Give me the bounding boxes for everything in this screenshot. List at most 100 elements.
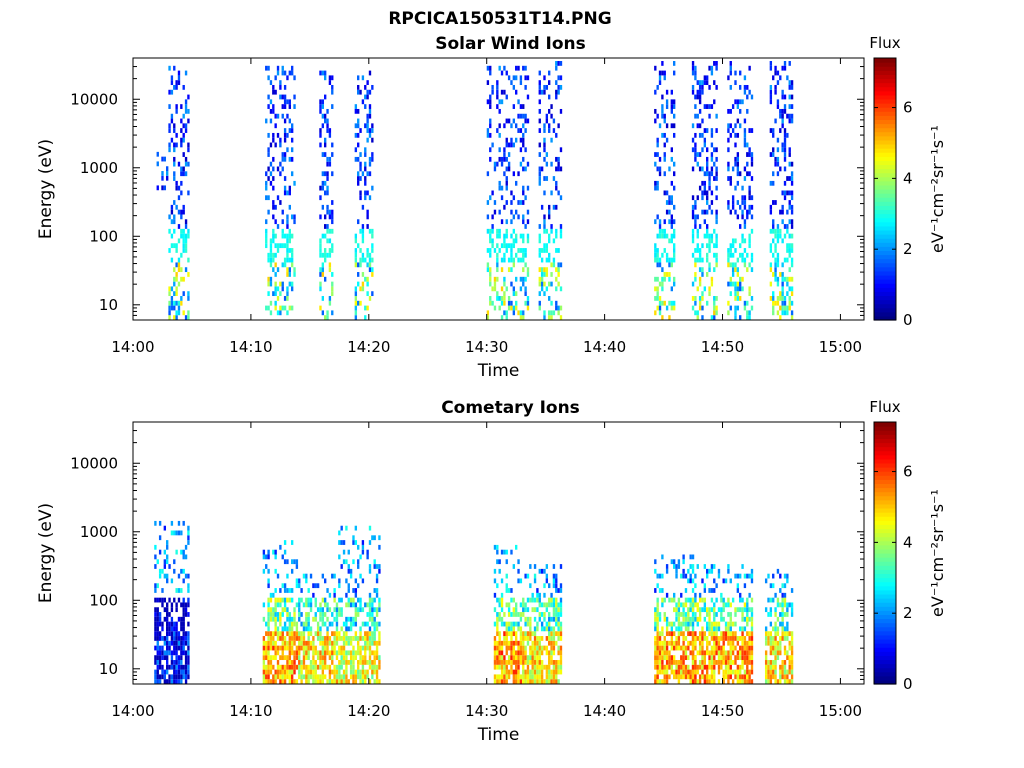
heatmap-cell [696, 564, 699, 569]
heatmap-cell [184, 669, 188, 675]
heatmap-cell [298, 578, 301, 584]
heatmap-cell [517, 640, 520, 646]
heatmap-cell [788, 84, 791, 90]
heatmap-cell [694, 296, 697, 301]
heatmap-cell [342, 636, 346, 641]
heatmap-cell [316, 655, 320, 661]
heatmap-cell [531, 679, 534, 684]
heatmap-cell [673, 219, 676, 225]
heatmap-cell [503, 300, 506, 306]
heatmap-cell [729, 669, 732, 675]
heatmap-cell [559, 84, 563, 90]
heatmap-cell [788, 219, 791, 225]
heatmap-cell [701, 664, 704, 670]
heatmap-cell [713, 300, 716, 306]
heatmap-cell [772, 640, 775, 646]
heatmap-cell [529, 679, 532, 684]
heatmap-cell [154, 636, 157, 641]
colorbar-step [874, 671, 896, 677]
heatmap-cell [331, 243, 334, 249]
heatmap-cell [335, 612, 339, 617]
heatmap-cell [536, 640, 539, 646]
heatmap-cell [515, 660, 518, 665]
heatmap-cell [175, 243, 178, 249]
heatmap-cell [524, 147, 527, 153]
heatmap-cell [173, 640, 176, 646]
heatmap-cell [364, 166, 367, 172]
heatmap-cell [548, 233, 551, 239]
colorbar-step [874, 111, 896, 116]
colorbar-step [874, 213, 896, 219]
heatmap-cell [658, 645, 662, 651]
heatmap-cell [366, 636, 369, 641]
heatmap-cell [338, 636, 341, 641]
heatmap-cell [267, 640, 270, 646]
heatmap-cell [359, 152, 362, 157]
heatmap-cell [279, 588, 282, 593]
colorbar-step [874, 94, 896, 100]
heatmap-cell [290, 664, 294, 670]
heatmap-cell [543, 267, 546, 273]
heatmap-cell [557, 607, 560, 613]
heatmap-cell [352, 679, 355, 684]
heatmap-cell [158, 660, 162, 665]
heatmap-cell [673, 70, 676, 76]
heatmap-cell [321, 267, 325, 273]
heatmap-cell [694, 262, 697, 268]
heatmap-cell [286, 219, 289, 225]
heatmap-cell [665, 564, 669, 569]
heatmap-cell [529, 621, 532, 627]
heatmap-cell [550, 113, 553, 119]
heatmap-cell [373, 636, 376, 641]
heatmap-cell [689, 631, 692, 637]
heatmap-cell [486, 315, 490, 320]
heatmap-cell [691, 578, 695, 584]
heatmap-cell [272, 89, 275, 95]
heatmap-cell [748, 195, 751, 201]
heatmap-cell [342, 621, 346, 627]
heatmap-cell [691, 238, 695, 244]
heatmap-cell [673, 99, 676, 105]
heatmap-cell [366, 113, 369, 119]
heatmap-cell [274, 291, 277, 297]
heatmap-cell [746, 252, 749, 258]
colorbar-step [874, 426, 896, 431]
heatmap-cell [283, 674, 287, 680]
colorbar-step [874, 193, 896, 198]
heatmap-cell [340, 607, 343, 613]
heatmap-cell [529, 631, 532, 637]
heatmap-cell [543, 123, 546, 129]
heatmap-cell [710, 128, 714, 133]
heatmap-cell [279, 171, 282, 177]
heatmap-cell [517, 669, 520, 675]
heatmap-cell [331, 219, 334, 225]
colorbar-step [874, 258, 896, 264]
heatmap-cell [668, 650, 671, 656]
heatmap-cell [290, 214, 294, 220]
heatmap-cell [548, 664, 551, 670]
heatmap-cell [694, 679, 697, 684]
heatmap-cell [326, 224, 329, 229]
heatmap-cell [524, 631, 527, 637]
heatmap-cell [673, 597, 676, 603]
heatmap-cell [779, 113, 782, 119]
heatmap-cell [507, 243, 511, 249]
heatmap-cell [691, 674, 695, 680]
heatmap-cell [729, 612, 732, 617]
heatmap-cell [526, 621, 530, 627]
heatmap-cell [312, 655, 315, 661]
heatmap-cell [540, 612, 544, 617]
heatmap-cell [555, 233, 558, 239]
heatmap-cell [368, 592, 372, 598]
heatmap-cell [302, 645, 306, 651]
heatmap-cell [559, 583, 563, 589]
heatmap-cell [364, 631, 367, 637]
heatmap-cell [324, 578, 327, 584]
heatmap-cell [783, 660, 787, 665]
heatmap-cell [543, 128, 546, 133]
heatmap-cell [713, 99, 716, 105]
heatmap-cell [170, 655, 174, 661]
heatmap-cell [658, 573, 662, 579]
heatmap-cell [734, 99, 737, 105]
heatmap-cell [269, 592, 273, 598]
